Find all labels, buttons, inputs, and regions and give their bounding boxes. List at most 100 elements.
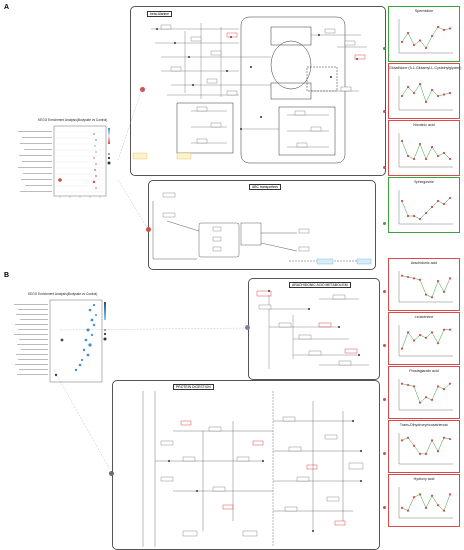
highlight-marker <box>146 227 151 232</box>
chart-point <box>424 100 428 104</box>
chart-point <box>430 205 434 209</box>
chart-point <box>400 274 404 277</box>
metabolite-chart: Arachidonic acid <box>388 258 460 311</box>
pathway-title-b-bottom: PROTEIN DIGESTION <box>173 384 214 390</box>
chart-point <box>400 139 404 143</box>
metabolite-chart-title: Prostaglandin acid <box>409 369 439 373</box>
chart-point <box>442 388 446 391</box>
chart-point <box>406 275 410 279</box>
metabolite-line-plot <box>398 379 453 411</box>
chart-point <box>412 43 416 47</box>
chart-point <box>436 154 440 158</box>
chart-axis <box>398 19 453 54</box>
enrichment-dotplot-a <box>18 125 111 198</box>
chart-point <box>448 91 452 95</box>
chart-point <box>436 450 440 453</box>
chart-point <box>442 436 446 439</box>
chart-point <box>436 25 440 29</box>
enrichment-title-a: KEGG Enrichment Analysis(Bodyside vs Con… <box>38 118 108 122</box>
chart-point <box>418 82 422 86</box>
chart-point <box>436 504 440 507</box>
chart-point <box>412 496 416 499</box>
metabolite-chart-title: Glutathione (5-L-Glutamyl-L-Cysteinylgly… <box>389 66 462 70</box>
chart-point <box>424 506 428 509</box>
chart-point <box>406 85 410 89</box>
metabolite-chart-title: Sphingosine <box>414 180 434 184</box>
chart-point <box>448 277 452 280</box>
chart-point <box>430 439 434 442</box>
chart-point <box>448 382 452 385</box>
chart-point <box>442 151 446 155</box>
pathway-title-a-bottom: ABC transporters <box>249 184 282 190</box>
pathway-map-b-bottom: PROTEIN DIGESTION <box>112 380 380 550</box>
chart-point <box>442 509 446 512</box>
metabolite-chart: Nicotinic acid <box>388 120 460 176</box>
metabolite-line-plot <box>398 433 453 465</box>
chart-point <box>448 328 452 331</box>
chart-point <box>412 444 416 447</box>
chart-point <box>400 40 404 44</box>
metabolite-line-plot <box>398 271 453 303</box>
enrichment-title-b: KEGG Enrichment Analysis(Bodyside vs Con… <box>28 292 98 296</box>
chart-point <box>436 342 440 345</box>
highlight-marker <box>383 110 386 113</box>
highlight-marker <box>383 222 386 225</box>
metabolite-line-plot <box>398 487 453 519</box>
chart-point <box>400 347 404 350</box>
pathway-diagram-a-top <box>132 16 367 164</box>
metabolite-line-plot <box>398 19 453 54</box>
chart-point <box>400 439 404 442</box>
metabolite-chart-title: Hydroxy acid <box>413 477 435 481</box>
chart-axis <box>398 487 453 519</box>
pathway-title-a-top: beta-Alanine <box>147 11 173 17</box>
chart-point <box>412 339 416 342</box>
chart-point <box>400 382 404 385</box>
chart-point <box>418 452 422 455</box>
chart-axis <box>398 76 453 111</box>
chart-line <box>401 26 451 49</box>
chart-line <box>401 197 451 220</box>
highlight-marker <box>383 506 386 509</box>
metabolite-line-plot <box>398 325 453 357</box>
highlight-marker <box>383 344 386 347</box>
pathway-map-b-top: ARACHIDONIC ACID METABOLISM <box>248 278 380 380</box>
pathway-diagram-b-bottom <box>142 391 364 547</box>
metabolite-line-plot <box>398 133 453 168</box>
chart-point <box>424 396 428 399</box>
chart-point <box>448 27 452 30</box>
chart-point <box>448 196 452 200</box>
chart-line <box>401 329 450 349</box>
chart-line <box>401 140 451 160</box>
metabolite-line-plot <box>398 190 453 225</box>
chart-point <box>436 94 440 98</box>
chart-point <box>442 93 446 96</box>
metabolite-chart-title: Trans-Dihydroxyeicosatrienoic <box>399 423 449 427</box>
chart-point <box>406 214 410 218</box>
chart-point <box>430 145 434 149</box>
metabolite-chart-title: Spermidine <box>414 9 434 13</box>
chart-axis <box>398 379 453 411</box>
chart-point <box>436 199 440 203</box>
metabolite-chart: Glutathione (5-L-Glutamyl-L-Cysteinylgly… <box>388 63 462 119</box>
highlight-marker <box>109 471 114 476</box>
metabolite-chart-title: Leukotriene <box>414 315 434 319</box>
chart-line <box>401 383 451 404</box>
chart-point <box>424 336 428 339</box>
chart-point <box>442 202 446 206</box>
panel-b-letter: B <box>4 272 10 279</box>
chart-line <box>401 437 451 455</box>
chart-point <box>448 157 452 161</box>
metabolite-chart-title: Nicotinic acid <box>413 123 435 127</box>
chart-point <box>424 452 428 455</box>
chart-axis <box>398 190 453 225</box>
pathway-map-a-bottom: ABC transporters <box>148 180 376 270</box>
chart-point <box>400 199 404 203</box>
metabolite-chart-title: Arachidonic acid <box>410 261 438 265</box>
highlight-marker <box>383 47 386 50</box>
chart-axis <box>398 433 453 465</box>
metabolite-chart: Prostaglandin acid <box>388 366 460 419</box>
highlight-marker <box>383 398 386 401</box>
chart-point <box>430 34 434 38</box>
highlight-marker <box>140 87 145 92</box>
chart-point <box>412 91 416 95</box>
